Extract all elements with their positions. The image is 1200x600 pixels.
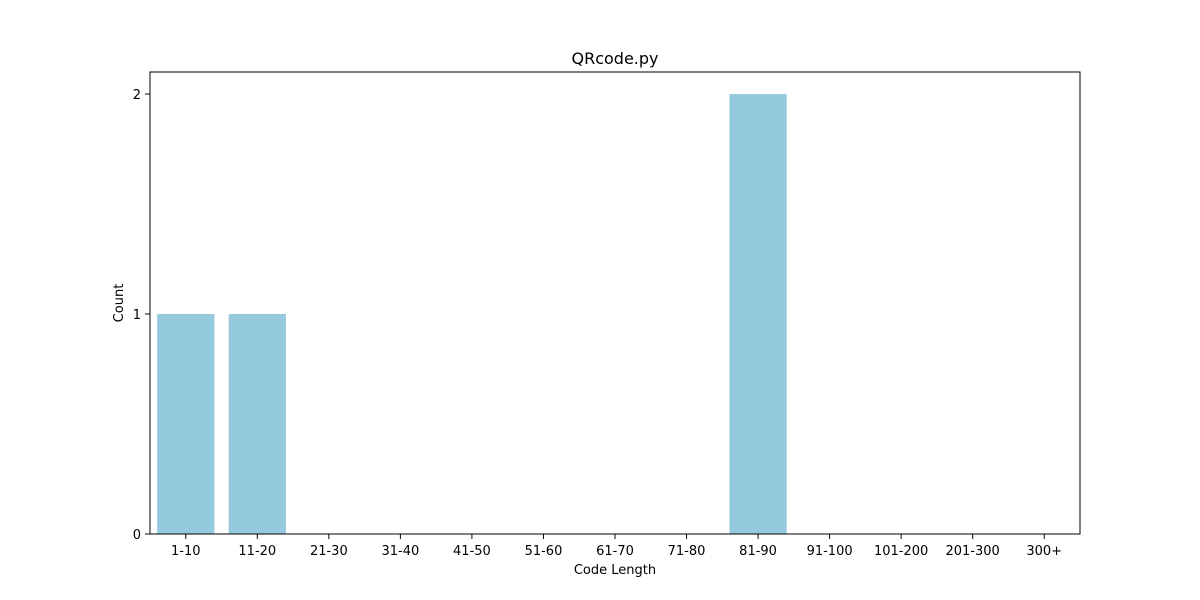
x-tick-label: 101-200 [874, 544, 928, 559]
x-tick-label: 71-80 [668, 544, 706, 559]
x-tick-label: 81-90 [739, 544, 777, 559]
bars-group [157, 94, 787, 534]
y-tick-label: 0 [133, 528, 141, 543]
y-tick-label: 1 [133, 308, 141, 323]
x-tick-label: 31-40 [381, 544, 419, 559]
chart-title: QRcode.py [571, 49, 658, 68]
plot-frame [149, 71, 1081, 535]
x-tick-label: 1-10 [171, 544, 201, 559]
x-tick-label: 21-30 [310, 544, 348, 559]
x-tick-label: 11-20 [238, 544, 276, 559]
x-tick-label: 41-50 [453, 544, 491, 559]
bar-81-90 [729, 94, 787, 534]
x-tick-label: 300+ [1026, 544, 1062, 559]
bar-11-20 [228, 314, 286, 534]
y-axis-label: Count [112, 284, 127, 323]
x-axis-ticks: 1-10 11-20 21-30 31-40 41-50 51-60 61-70 71-80 8… [171, 534, 1062, 559]
x-tick-label: 51-60 [525, 544, 563, 559]
x-tick-label: 91-100 [807, 544, 853, 559]
plot-area [150, 72, 1080, 534]
bar-1-10 [157, 314, 215, 534]
y-tick-label: 2 [133, 88, 141, 103]
y-axis-ticks: 0 1 2 [133, 88, 150, 543]
x-tick-label: 201-300 [946, 544, 1000, 559]
x-axis-label: Code Length [574, 563, 656, 578]
x-tick-label: 61-70 [596, 544, 634, 559]
